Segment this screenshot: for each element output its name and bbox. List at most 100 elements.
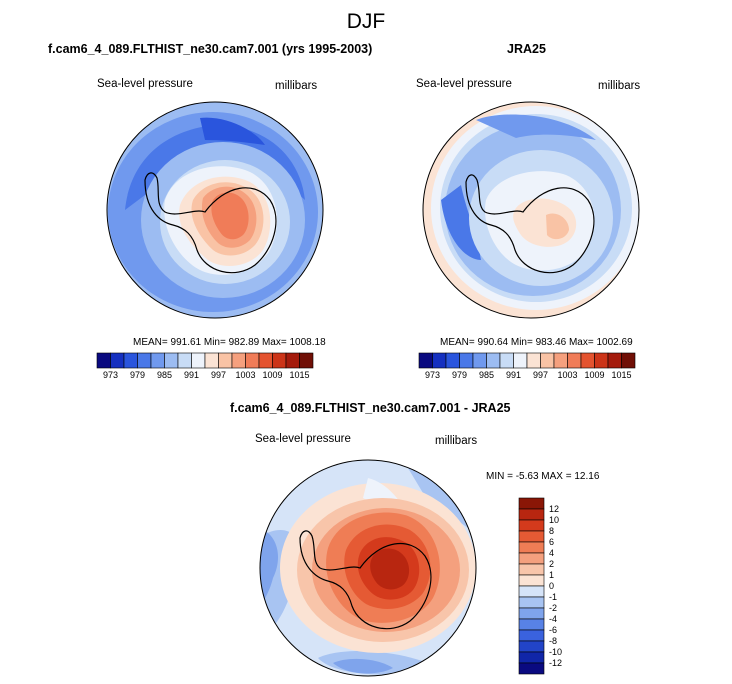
model-panel-title: f.cam6_4_089.FLTHIST_ne30.cam7.001 (yrs … (48, 42, 373, 56)
colorbar-tick-label: 979 (451, 370, 468, 380)
model-units-label: millibars (275, 80, 318, 92)
colorbar-swatch (258, 352, 273, 369)
diff-polar-map (259, 459, 477, 677)
diff-panel-title: f.cam6_4_089.FLTHIST_ne30.cam7.001 - JRA… (230, 401, 511, 415)
diff-units-label: millibars (435, 435, 478, 447)
diff-colorbar (518, 497, 545, 675)
colorbar-swatch (607, 352, 622, 369)
colorbar-tick-label: 997 (532, 370, 549, 380)
obs-polar-map (422, 101, 640, 319)
colorbar-swatch (137, 352, 152, 369)
colorbar-swatch (580, 352, 595, 369)
model-polar-map (106, 101, 324, 319)
colorbar-swatch (518, 497, 545, 510)
colorbar-swatch (518, 552, 545, 565)
colorbar-swatch (110, 352, 125, 369)
colorbar-swatch (486, 352, 501, 369)
colorbar-swatch (245, 352, 260, 369)
figure-title: DJF (346, 10, 386, 33)
colorbar-swatch (96, 352, 111, 369)
colorbar-tick-label: 979 (129, 370, 146, 380)
colorbar-tick-label: -4 (549, 614, 558, 624)
colorbar-swatch (445, 352, 460, 369)
colorbar-swatch (594, 352, 609, 369)
colorbar-tick-label: 973 (424, 370, 441, 380)
colorbar-tick-label: -6 (549, 625, 558, 635)
colorbar-tick-label: 1 (549, 570, 555, 580)
colorbar-tick-label: 8 (549, 526, 555, 536)
colorbar-tick-label: 985 (156, 370, 173, 380)
colorbar-swatch (459, 352, 474, 369)
colorbar-swatch (204, 352, 219, 369)
colorbar-swatch (518, 629, 545, 642)
model-colorbar (96, 352, 314, 369)
colorbar-tick-label: 1003 (235, 370, 256, 380)
colorbar-tick-label: 10 (549, 515, 560, 525)
colorbar-swatch (472, 352, 487, 369)
colorbar-swatch (518, 574, 545, 587)
colorbar-swatch (518, 519, 545, 532)
obs-variable-label: Sea-level pressure (416, 78, 512, 90)
diff-colorbar-labels: 12 10 8 6 4 2 1 0 -1 -2 -4 -6 -8 -10 -12 (549, 498, 579, 674)
colorbar-tick-label: -2 (549, 603, 558, 613)
obs-colorbar (418, 352, 636, 369)
colorbar-swatch (518, 585, 545, 598)
colorbar-swatch (150, 352, 165, 369)
colorbar-swatch (518, 618, 545, 631)
colorbar-tick-label: 1015 (611, 370, 632, 380)
model-colorbar-labels: 973 979 985 991 997 1003 1009 1015 (97, 370, 313, 382)
obs-colorbar-labels: 973 979 985 991 997 1003 1009 1015 (419, 370, 635, 382)
colorbar-tick-label: 1009 (262, 370, 283, 380)
colorbar-swatch (231, 352, 246, 369)
colorbar-swatch (567, 352, 582, 369)
colorbar-tick-label: 0 (549, 581, 555, 591)
colorbar-swatch (518, 607, 545, 620)
colorbar-tick-label: -1 (549, 592, 558, 602)
colorbar-swatch (299, 352, 314, 369)
colorbar-swatch (518, 651, 545, 664)
colorbar-swatch (499, 352, 514, 369)
colorbar-tick-label: 4 (549, 548, 555, 558)
colorbar-tick-label: 985 (478, 370, 495, 380)
colorbar-swatch (272, 352, 287, 369)
colorbar-swatch (285, 352, 300, 369)
colorbar-tick-label: 1003 (557, 370, 578, 380)
colorbar-tick-label: 991 (183, 370, 200, 380)
diff-variable-label: Sea-level pressure (255, 433, 351, 445)
colorbar-swatch (164, 352, 179, 369)
colorbar-tick-label: -10 (549, 647, 563, 657)
colorbar-tick-label: 6 (549, 537, 555, 547)
obs-stats: MEAN= 990.64 Min= 983.46 Max= 1002.69 (440, 337, 633, 348)
colorbar-tick-label: 2 (549, 559, 555, 569)
colorbar-swatch (518, 508, 545, 521)
colorbar-tick-label: 1015 (289, 370, 310, 380)
obs-panel-title: JRA25 (507, 42, 546, 56)
colorbar-swatch (518, 541, 545, 554)
colorbar-swatch (518, 640, 545, 653)
colorbar-swatch (540, 352, 555, 369)
model-stats: MEAN= 991.61 Min= 982.89 Max= 1008.18 (133, 337, 326, 348)
colorbar-swatch (553, 352, 568, 369)
colorbar-swatch (518, 596, 545, 609)
colorbar-swatch (513, 352, 528, 369)
colorbar-tick-label: 1009 (584, 370, 605, 380)
colorbar-tick-label: 12 (549, 504, 560, 514)
colorbar-swatch (526, 352, 541, 369)
obs-units-label: millibars (598, 80, 641, 92)
colorbar-swatch (621, 352, 636, 369)
colorbar-swatch (218, 352, 233, 369)
colorbar-tick-label: 973 (102, 370, 119, 380)
colorbar-tick-label: -8 (549, 636, 558, 646)
model-variable-label: Sea-level pressure (97, 78, 193, 90)
colorbar-tick-label: 997 (210, 370, 227, 380)
colorbar-swatch (518, 662, 545, 675)
diff-stats: MIN = -5.63 MAX = 12.16 (486, 471, 600, 482)
colorbar-swatch (518, 530, 545, 543)
colorbar-swatch (418, 352, 433, 369)
colorbar-swatch (177, 352, 192, 369)
colorbar-tick-label: -12 (549, 658, 563, 668)
colorbar-swatch (432, 352, 447, 369)
colorbar-swatch (518, 563, 545, 576)
colorbar-swatch (123, 352, 138, 369)
colorbar-swatch (191, 352, 206, 369)
